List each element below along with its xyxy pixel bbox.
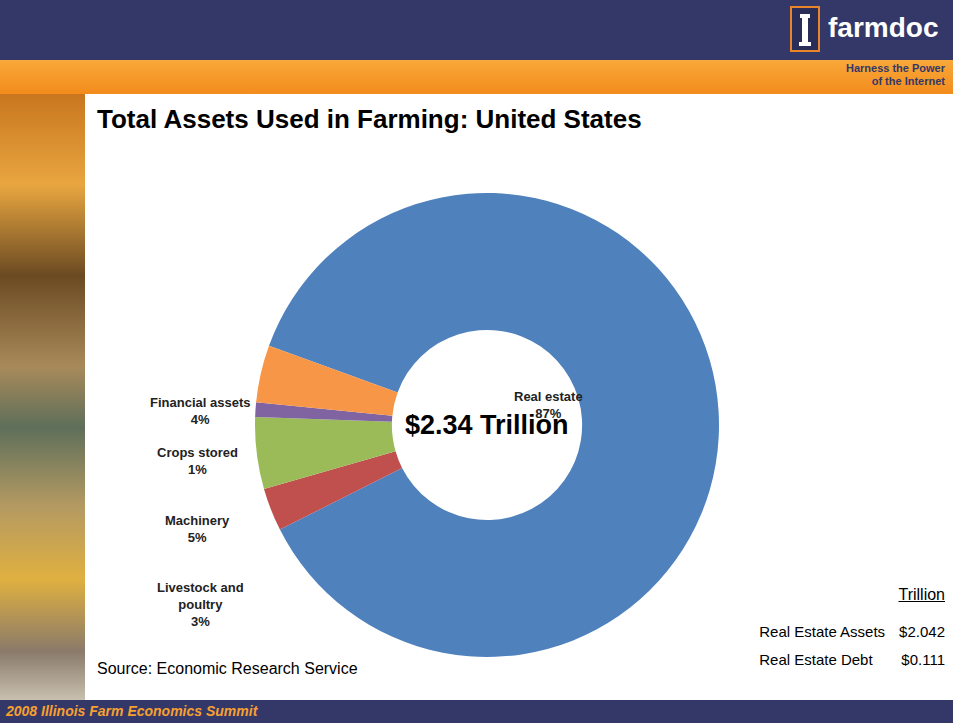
- html-text:Total Assets Used in Farming:: Total Assets Used in Farming: United Sta…: [97, 104, 642, 134]
- html-text:Real Estate Debt: Real Estate Debt: [759, 651, 873, 668]
- svg-text:Real estate87%: Real estate87%: [514, 389, 583, 421]
- html-text:Source: Economic Research Serv: Source: Economic Research Service: [97, 660, 358, 677]
- html-text:Harness the Power: Harness the Power: [846, 62, 945, 74]
- svg-text:Financial assets4%: Financial assets4%: [150, 395, 250, 427]
- svg-text:$2.34 Trillion: $2.34 Trillion: [405, 410, 569, 440]
- html-text:2008 Illinois Farm Economics S: 2008 Illinois Farm Economics Summit: [6, 703, 258, 719]
- html-text:$0.111: $0.111: [901, 651, 945, 668]
- svg-text:Machinery5%: Machinery5%: [165, 513, 230, 545]
- html-text:Real Estate Assets: Real Estate Assets: [759, 623, 886, 640]
- html-text:farmdoc: farmdoc: [828, 12, 939, 43]
- svg-text:Crops stored1%: Crops stored1%: [157, 445, 238, 477]
- html-text:Trillion: Trillion: [898, 586, 945, 603]
- svg-text:Livestock andpoultry3%: Livestock andpoultry3%: [157, 580, 244, 629]
- html-text:of the Internet: of the Internet: [871, 75, 945, 87]
- html-text:$2.042: $2.042: [899, 623, 945, 640]
